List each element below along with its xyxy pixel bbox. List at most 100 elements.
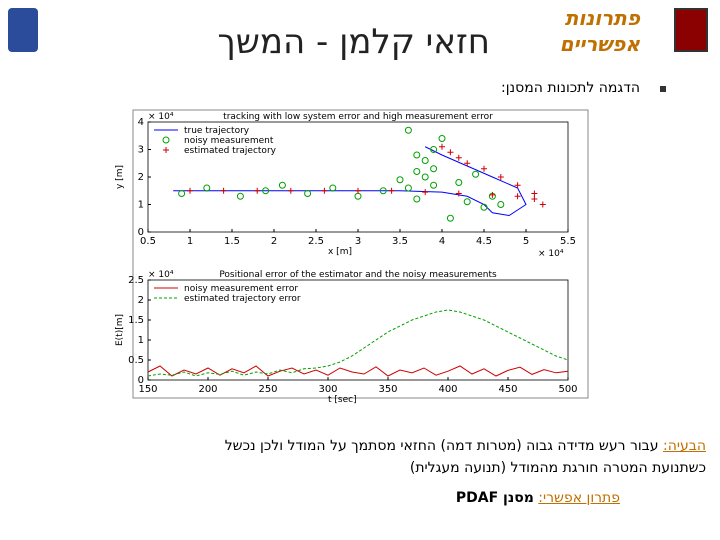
marker	[396, 176, 404, 184]
y-axis-label: E(t)[m]	[115, 314, 125, 346]
solution-label: פתרון אפשרי:	[538, 490, 620, 506]
marker	[514, 193, 521, 200]
plot-area	[147, 279, 569, 381]
x-tick-label: 500	[558, 384, 577, 395]
chart-title: Positional error of the estimator and th…	[219, 270, 497, 280]
x-tick-label: 5	[523, 236, 529, 247]
legend-entry: estimated trajectory	[184, 146, 277, 156]
marker	[430, 165, 438, 173]
x-tick-label: 5.5	[560, 236, 576, 247]
problem-line: הבעיה: עבור רעש מדידה גבוה (מטרות דמה) ה…	[225, 438, 706, 454]
legend-entry: true trajectory	[184, 126, 250, 136]
x-tick-label: 1	[187, 236, 193, 247]
problem-text: עבור רעש מדידה גבוה (מטרות דמה) החזאי מס…	[224, 438, 659, 454]
marker	[481, 165, 487, 172]
marker	[438, 135, 446, 142]
marker	[531, 196, 538, 202]
marker	[497, 201, 505, 208]
y-tick-label: 2.5	[128, 275, 144, 286]
marker	[463, 198, 471, 206]
marker	[178, 190, 186, 197]
marker	[321, 187, 328, 194]
solution-text: מסנן PDAF	[455, 490, 534, 506]
solution-line: פתרון אפשרי: מסנן PDAF	[456, 490, 620, 506]
x-tick-label: 4.5	[476, 236, 492, 247]
legend-sample	[163, 147, 169, 153]
x-tick-label: 350	[378, 384, 397, 395]
chart-title: tracking with low system error and high …	[223, 112, 493, 122]
y-tick-label: 1	[138, 200, 144, 211]
marker	[447, 149, 454, 156]
y-tick-label: 1.5	[128, 315, 144, 326]
x-tick-label: 150	[138, 384, 157, 395]
marker	[531, 190, 538, 197]
x-axis-label: t [sec]	[328, 395, 357, 405]
problem-label: הבעיה:	[663, 438, 706, 454]
legend-entry: noisy measurement error	[184, 284, 298, 294]
series-line	[147, 309, 569, 377]
x-tick-label: 300	[318, 384, 337, 395]
y-multiplier: × 10⁴	[148, 270, 174, 280]
y-tick-label: 1	[138, 335, 144, 346]
logo-line: פתרונות	[564, 6, 640, 30]
marker	[379, 187, 387, 195]
x-tick-label: 3.5	[392, 236, 408, 247]
x-tick-label: 200	[198, 384, 217, 395]
marker	[413, 195, 421, 203]
y-tick-label: 2	[138, 172, 144, 183]
problem-line: כשתנועת המטרה חורגת מהמודל (תנועה מעגלית…	[409, 460, 706, 476]
y-axis-label: y [m]	[115, 165, 125, 189]
x-tick-label: 1.5	[224, 236, 240, 247]
marker	[489, 191, 496, 198]
x-tick-label: 250	[258, 384, 277, 395]
y-tick-label: 2	[138, 295, 144, 306]
marker	[262, 187, 270, 195]
y-multiplier: × 10⁴	[148, 112, 174, 122]
emblem	[8, 8, 38, 52]
marker	[413, 168, 421, 175]
marker	[413, 151, 421, 159]
series-line	[173, 146, 527, 217]
marker	[404, 184, 412, 192]
bullet: הדגמה לתכונות המסנן:	[501, 80, 640, 96]
marker	[187, 187, 193, 194]
marker	[455, 190, 462, 197]
x-tick-label: 400	[438, 384, 457, 395]
marker	[254, 187, 261, 194]
marker	[304, 190, 312, 197]
y-tick-label: 4	[138, 117, 144, 128]
marker	[480, 203, 488, 211]
bullet-marker	[660, 86, 666, 92]
y-tick-label: 0	[138, 375, 144, 386]
logo-line: אפשריים	[559, 32, 640, 56]
marker	[514, 182, 521, 189]
x-multiplier: × 10⁴	[538, 249, 564, 259]
x-tick-label: 0.5	[140, 236, 156, 247]
marker	[455, 154, 462, 161]
y-tick-label: 3	[138, 145, 144, 156]
x-tick-label: 3	[355, 236, 361, 247]
marker	[455, 179, 463, 186]
marker	[278, 181, 286, 189]
marker	[355, 187, 361, 194]
marker	[439, 143, 445, 150]
marker	[236, 192, 244, 200]
marker	[421, 157, 429, 164]
legend-sample	[162, 136, 170, 144]
marker	[421, 173, 429, 181]
title: חזאי קלמן - המשך	[217, 22, 490, 62]
marker	[497, 174, 504, 180]
logo-badge	[674, 8, 708, 52]
marker	[446, 214, 454, 222]
marker	[287, 187, 294, 194]
marker	[430, 181, 438, 189]
x-tick-label: 2	[271, 236, 277, 247]
x-axis-label: x [m]	[328, 247, 352, 257]
y-tick-label: 0.5	[128, 355, 144, 366]
marker	[472, 170, 480, 178]
x-tick-label: 450	[498, 384, 517, 395]
marker	[220, 187, 227, 194]
x-tick-label: 4	[439, 236, 445, 247]
